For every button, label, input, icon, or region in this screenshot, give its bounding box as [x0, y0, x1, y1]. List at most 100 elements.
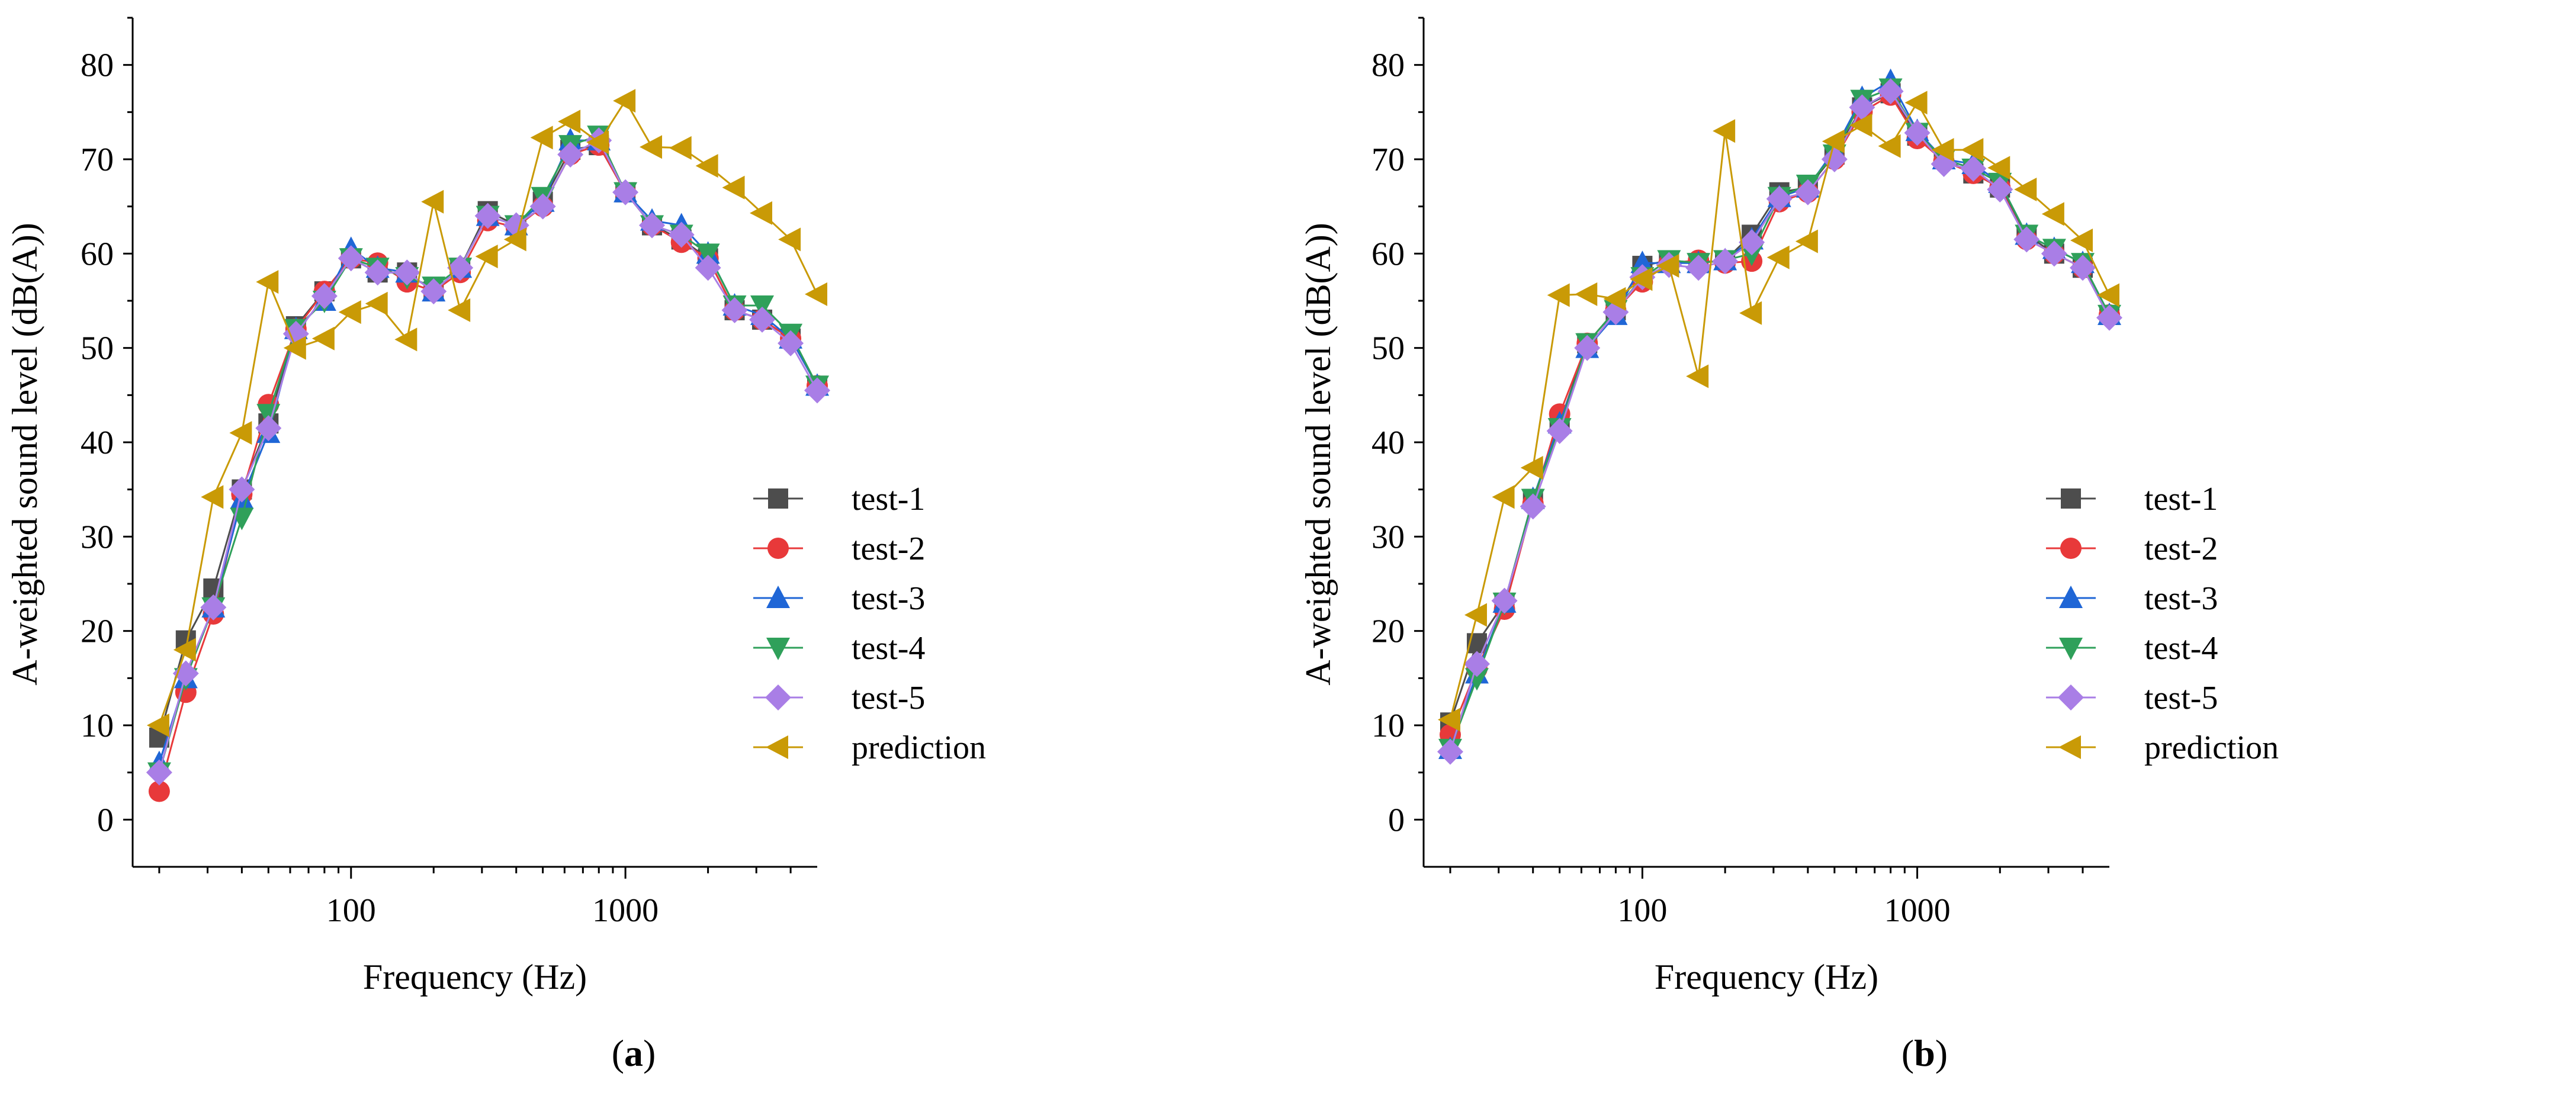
x-tick-label: 1000 — [592, 892, 659, 929]
data-point — [1904, 91, 1928, 115]
y-axis-title: A-weighted sound level (dB(A)) — [1299, 223, 1338, 685]
y-tick-label: 70 — [81, 142, 114, 178]
data-point — [173, 638, 196, 662]
data-point — [695, 255, 721, 281]
legend: test-1 test-2 test-3 test-4 test-5 prediction — [2046, 481, 2279, 766]
y-tick-label: 60 — [81, 236, 114, 272]
data-point — [1712, 248, 1739, 275]
data-point — [394, 327, 417, 352]
legend-marker — [2061, 488, 2081, 509]
x-tick-label: 100 — [326, 892, 376, 929]
data-point — [558, 110, 581, 134]
legend-label: test-1 — [852, 481, 925, 517]
y-tick-label: 50 — [81, 330, 114, 367]
data-point — [530, 126, 553, 150]
legend-marker — [2059, 586, 2083, 608]
legend-label: test-3 — [2144, 580, 2218, 617]
y-tick-label: 40 — [81, 425, 114, 461]
data-point — [2097, 283, 2119, 307]
legend-item: test-3 — [753, 580, 925, 617]
data-point — [255, 415, 282, 442]
legend: test-1 test-2 test-3 test-4 test-5 prediction — [753, 481, 986, 766]
series-line — [158, 144, 818, 792]
legend-item: test-5 — [753, 680, 925, 716]
data-point — [1849, 94, 1875, 121]
data-point — [1603, 287, 1626, 311]
data-point — [282, 320, 309, 347]
y-tick-label: 0 — [97, 802, 114, 838]
legend-label: test-5 — [852, 680, 925, 716]
data-point — [612, 179, 639, 205]
data-point — [448, 298, 471, 322]
y-tick-label: 30 — [81, 519, 114, 555]
data-point — [1849, 113, 1872, 137]
data-point — [338, 300, 361, 324]
data-point — [1520, 493, 1546, 520]
legend-marker — [768, 488, 788, 509]
legend-label: test-3 — [852, 580, 925, 617]
data-point — [1961, 138, 1984, 162]
data-point — [338, 245, 364, 272]
x-tick-label: 1000 — [1884, 892, 1951, 929]
y-tick-label: 80 — [1371, 47, 1405, 84]
data-point — [613, 89, 636, 113]
data-point — [146, 759, 172, 786]
y-tick-label: 30 — [1371, 519, 1405, 555]
data-point — [1766, 245, 1790, 269]
data-point — [1987, 156, 2010, 180]
legend-marker — [766, 638, 790, 660]
x-axis-title: Frequency (Hz) — [363, 957, 587, 996]
data-point — [1904, 120, 1931, 146]
data-point — [420, 278, 447, 305]
data-point — [201, 485, 224, 509]
legend-item: test-2 — [753, 531, 925, 567]
data-point — [475, 245, 498, 269]
data-point — [1739, 229, 1765, 256]
data-point — [1546, 417, 1573, 444]
data-point — [146, 713, 169, 737]
y-tick-label: 40 — [1371, 425, 1405, 461]
legend-marker — [2058, 684, 2084, 711]
data-point — [1575, 282, 1598, 306]
series-prediction — [1437, 91, 2119, 732]
data-point — [1713, 119, 1736, 143]
data-point — [668, 221, 695, 248]
data-point — [311, 326, 335, 351]
legend-label: prediction — [2144, 729, 2279, 766]
y-tick-label: 50 — [1371, 330, 1405, 367]
legend-item: test-2 — [2046, 531, 2218, 567]
panel-label: (b) — [1902, 1032, 1948, 1074]
data-point — [503, 227, 526, 252]
legend-item: test-3 — [2046, 580, 2218, 617]
data-point — [1794, 179, 1821, 205]
data-point — [639, 212, 666, 239]
data-point — [283, 336, 306, 360]
data-point — [447, 255, 474, 281]
data-point — [1520, 456, 1543, 480]
data-point — [1960, 155, 1987, 182]
data-point — [1931, 138, 1954, 162]
data-point — [1822, 129, 1845, 153]
data-point — [1685, 255, 1712, 281]
legend-marker — [765, 684, 791, 711]
data-point — [2013, 226, 2040, 253]
series-line — [158, 99, 818, 726]
y-tick-label: 80 — [81, 47, 114, 84]
data-point — [421, 189, 444, 214]
data-point — [2041, 202, 2064, 226]
data-point — [1464, 668, 1489, 691]
data-point — [749, 306, 776, 333]
data-point — [695, 154, 718, 178]
data-point — [1547, 283, 1570, 307]
data-point — [1437, 738, 1463, 765]
y-tick-label: 10 — [81, 708, 114, 744]
legend-label: test-4 — [2144, 630, 2218, 667]
data-point — [200, 594, 227, 621]
legend-label: test-4 — [852, 630, 925, 667]
legend-item: prediction — [2046, 729, 2279, 766]
data-point — [1491, 587, 1518, 614]
legend-item: prediction — [753, 729, 986, 766]
data-point — [586, 130, 609, 155]
legend-item: test-4 — [753, 630, 925, 667]
